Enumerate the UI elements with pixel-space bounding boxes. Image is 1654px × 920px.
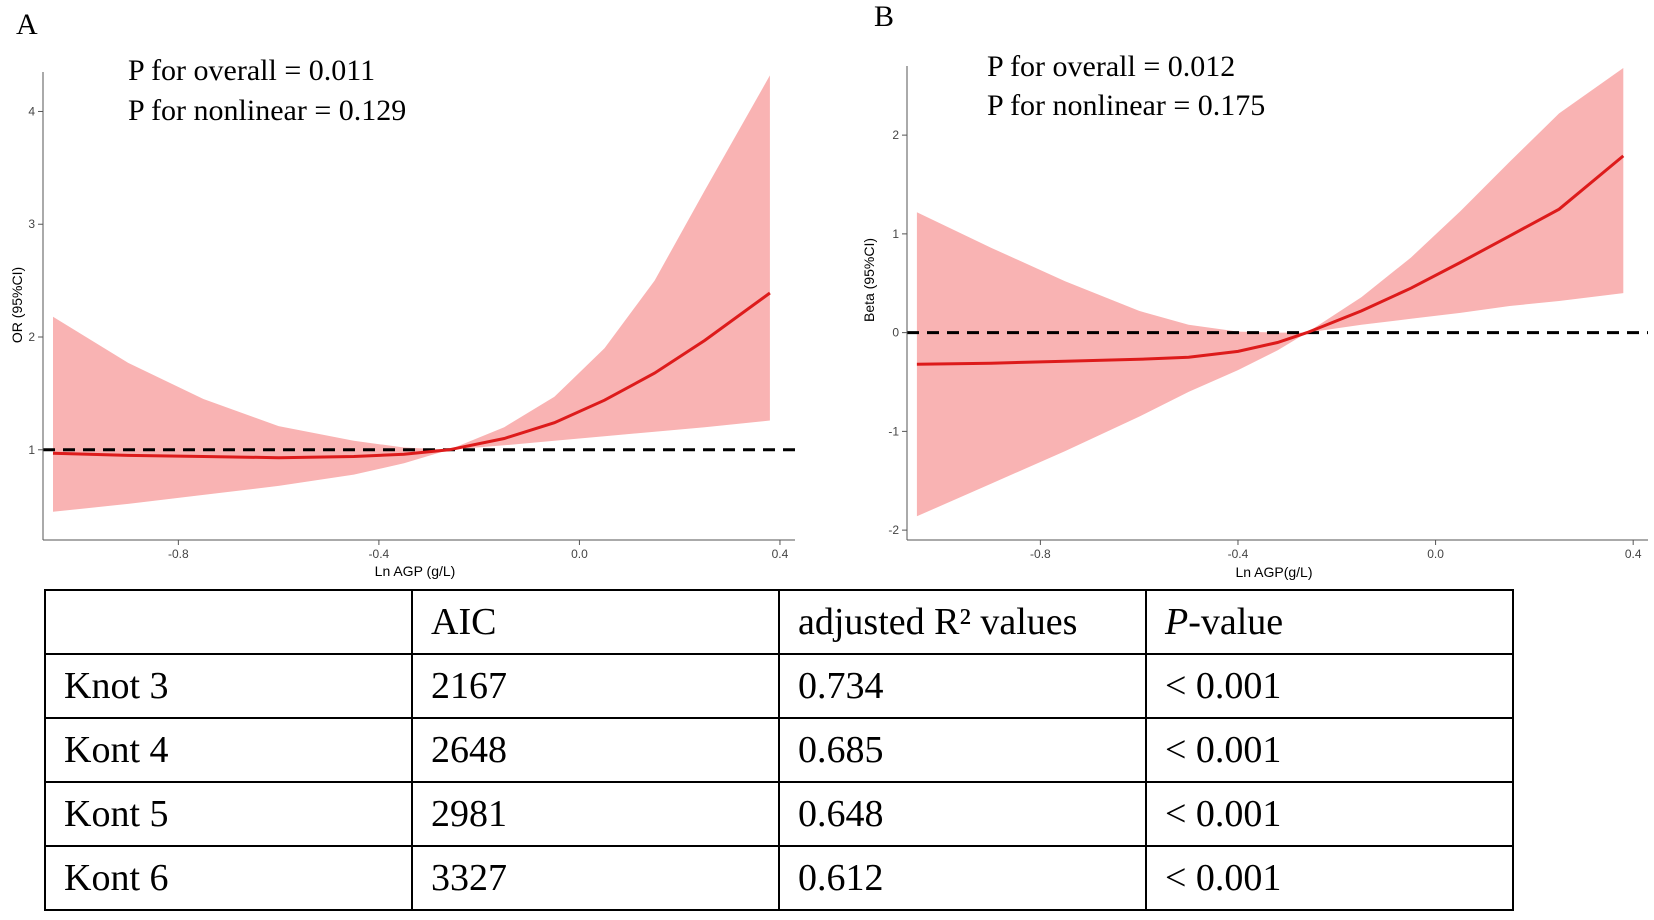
header-cell-p-value: P-value: [1145, 589, 1514, 655]
panel-a-y-tick-label: 2: [28, 330, 35, 344]
row-r2: 0.685: [778, 717, 1147, 783]
panel-b-y-tick-label: 0: [892, 326, 899, 340]
table-row: Kont 4 2648 0.685 < 0.001: [44, 717, 1514, 783]
panel-a-y-axis-title: OR (95%CI): [9, 267, 25, 343]
header-cell-aic: AIC: [411, 589, 780, 655]
row-r2: 0.612: [778, 845, 1147, 911]
panel-b-x-tick-label: -0.8: [1030, 547, 1051, 561]
panel-b-ci-band: [916, 68, 1624, 517]
model-comparison-table: AIC adjusted R² values P-value Knot 3 21…: [44, 589, 1514, 911]
panel-b-plot: -0.8 -0.4 0.0 0.4 -2 -1 0 1 2: [888, 66, 1648, 561]
panel-a-x-tick-label: 0.0: [571, 547, 588, 561]
panel-a-ci-band: [53, 75, 770, 512]
panel-b-x-axis-title: Ln AGP(g/L): [1235, 564, 1312, 580]
panel-b-y-tick-label: 2: [892, 128, 899, 142]
panel-b: B -0.8 -0.4 0.0 0.4 -2 -1 0 1 2 P for overall = …: [861, 0, 1648, 580]
panel-a-label: A: [16, 8, 38, 41]
row-p-value: < 0.001: [1145, 781, 1514, 847]
panel-b-label: B: [874, 0, 894, 33]
row-p-value: < 0.001: [1145, 845, 1514, 911]
row-aic: 2981: [411, 781, 780, 847]
panel-a-x-axis-title: Ln AGP (g/L): [375, 563, 456, 579]
header-cell-blank: [44, 589, 413, 655]
panel-a-fitted-curve: [52, 291, 771, 460]
panel-a-p-overall: P for overall = 0.011: [128, 54, 375, 87]
panel-a-p-nonlinear: P for nonlinear = 0.129: [128, 94, 406, 127]
table-row: Knot 3 2167 0.734 < 0.001: [44, 653, 1514, 719]
row-name: Kont 6: [44, 845, 413, 911]
panel-a-y-tick-label: 1: [28, 443, 35, 457]
panel-a-x-tick-label: -0.8: [168, 547, 189, 561]
row-aic: 2648: [411, 717, 780, 783]
table-row: Kont 5 2981 0.648 < 0.001: [44, 781, 1514, 847]
row-r2: 0.734: [778, 653, 1147, 719]
row-name: Kont 5: [44, 781, 413, 847]
table-header-row: AIC adjusted R² values P-value: [44, 589, 1514, 655]
header-cell-r2: adjusted R² values: [778, 589, 1147, 655]
row-p-value: < 0.001: [1145, 717, 1514, 783]
panel-a-x-tick-label: -0.4: [369, 547, 390, 561]
panel-b-y-tick-label: -2: [888, 523, 899, 537]
panel-b-x-tick-label: -0.4: [1228, 547, 1249, 561]
row-name: Kont 4: [44, 717, 413, 783]
header-p-italic: P: [1165, 601, 1189, 643]
panel-b-fitted-curve: [916, 154, 1625, 366]
table-row: Kont 6 3327 0.612 < 0.001: [44, 845, 1514, 911]
panel-a-x-tick-label: 0.4: [772, 547, 789, 561]
panel-a-y-tick-label: 3: [28, 217, 35, 231]
panel-b-y-axis-title: Beta (95%CI): [861, 238, 877, 322]
header-p-rest: -value: [1188, 601, 1284, 643]
row-aic: 2167: [411, 653, 780, 719]
charts-canvas: A -0.8 -0.4 0.0 0.4 1 2 3 4 P for overall = 0.0…: [9, 0, 1648, 580]
panel-b-p-overall: P for overall = 0.012: [987, 50, 1235, 83]
panel-a-plot: -0.8 -0.4 0.0 0.4 1 2 3 4: [28, 72, 795, 561]
panel-b-x-tick-label: 0.4: [1625, 547, 1642, 561]
panel-a: A -0.8 -0.4 0.0 0.4 1 2 3 4 P for overall = 0.0…: [9, 8, 795, 579]
panel-b-y-tick-label: -1: [888, 424, 899, 438]
row-name: Knot 3: [44, 653, 413, 719]
panel-b-y-tick-label: 1: [892, 227, 899, 241]
row-r2: 0.648: [778, 781, 1147, 847]
row-aic: 3327: [411, 845, 780, 911]
panel-b-p-nonlinear: P for nonlinear = 0.175: [987, 89, 1265, 122]
row-p-value: < 0.001: [1145, 653, 1514, 719]
panel-b-x-tick-label: 0.0: [1427, 547, 1444, 561]
panel-a-y-tick-label: 4: [28, 104, 35, 118]
